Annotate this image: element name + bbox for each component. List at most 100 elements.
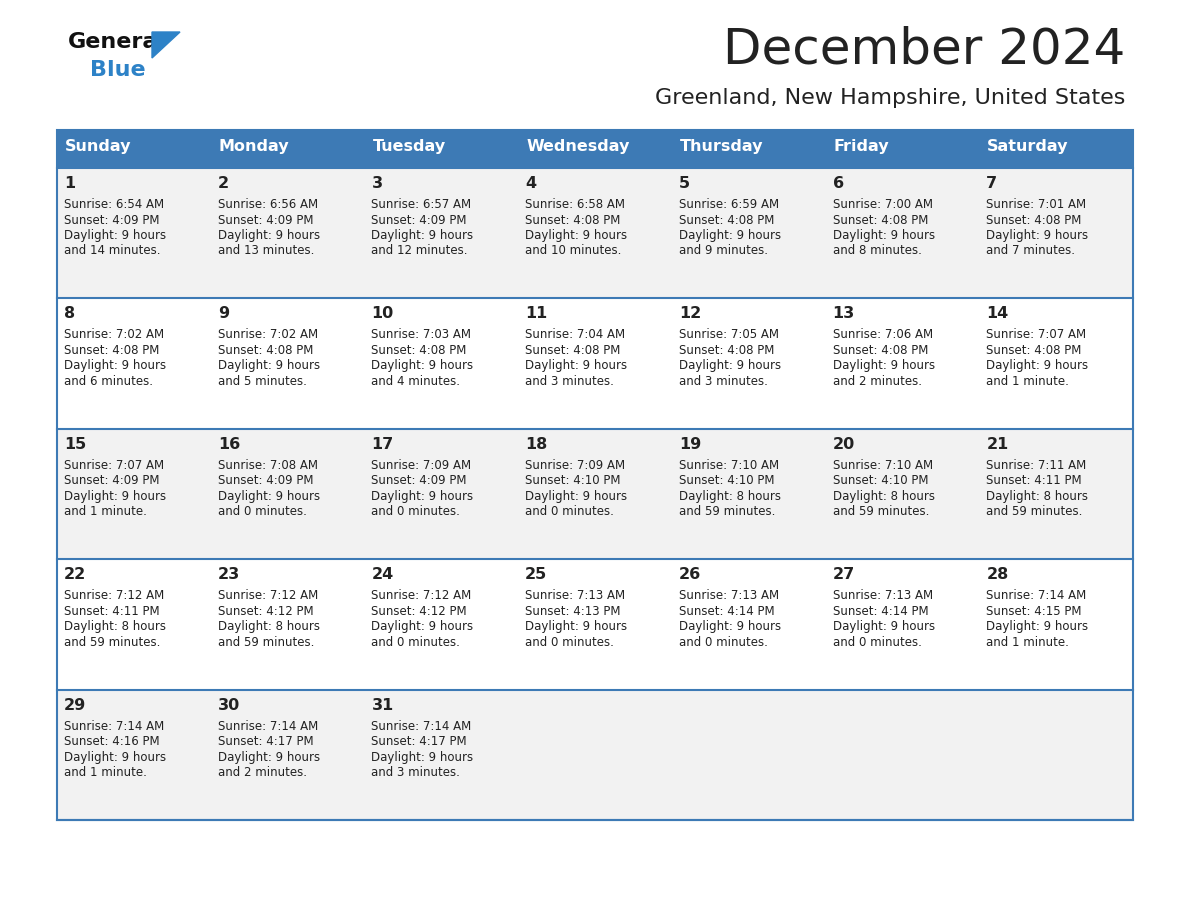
Text: Daylight: 9 hours: Daylight: 9 hours <box>217 490 320 503</box>
Bar <box>57 130 1133 820</box>
Text: Daylight: 9 hours: Daylight: 9 hours <box>678 621 781 633</box>
Text: and 0 minutes.: and 0 minutes. <box>525 505 614 519</box>
Text: 10: 10 <box>372 307 393 321</box>
Text: and 5 minutes.: and 5 minutes. <box>217 375 307 388</box>
Text: Daylight: 9 hours: Daylight: 9 hours <box>833 360 935 373</box>
Text: 28: 28 <box>986 567 1009 582</box>
Text: and 1 minute.: and 1 minute. <box>986 375 1069 388</box>
Text: Sunrise: 7:02 AM: Sunrise: 7:02 AM <box>217 329 318 341</box>
Text: 9: 9 <box>217 307 229 321</box>
Text: Sunrise: 7:00 AM: Sunrise: 7:00 AM <box>833 198 933 211</box>
Text: and 59 minutes.: and 59 minutes. <box>986 505 1082 519</box>
Text: and 8 minutes.: and 8 minutes. <box>833 244 922 258</box>
Text: Sunset: 4:11 PM: Sunset: 4:11 PM <box>986 475 1082 487</box>
Text: Sunset: 4:10 PM: Sunset: 4:10 PM <box>678 475 775 487</box>
Text: Daylight: 8 hours: Daylight: 8 hours <box>986 490 1088 503</box>
Text: Wednesday: Wednesday <box>526 140 630 154</box>
Text: 20: 20 <box>833 437 855 452</box>
Text: Sunset: 4:09 PM: Sunset: 4:09 PM <box>217 475 314 487</box>
Text: Daylight: 9 hours: Daylight: 9 hours <box>986 360 1088 373</box>
Text: Daylight: 9 hours: Daylight: 9 hours <box>64 360 166 373</box>
Text: 12: 12 <box>678 307 701 321</box>
Text: Sunset: 4:12 PM: Sunset: 4:12 PM <box>372 605 467 618</box>
Text: 25: 25 <box>525 567 548 582</box>
Text: Sunset: 4:14 PM: Sunset: 4:14 PM <box>678 605 775 618</box>
Text: Blue: Blue <box>90 60 146 80</box>
Text: Daylight: 9 hours: Daylight: 9 hours <box>217 229 320 242</box>
Text: and 59 minutes.: and 59 minutes. <box>64 635 160 649</box>
Text: Sunrise: 6:58 AM: Sunrise: 6:58 AM <box>525 198 625 211</box>
Bar <box>57 689 1133 820</box>
Text: and 59 minutes.: and 59 minutes. <box>678 505 776 519</box>
Text: 5: 5 <box>678 176 690 191</box>
Text: Sunrise: 7:11 AM: Sunrise: 7:11 AM <box>986 459 1087 472</box>
Text: and 10 minutes.: and 10 minutes. <box>525 244 621 258</box>
Text: Sunrise: 6:59 AM: Sunrise: 6:59 AM <box>678 198 779 211</box>
Text: Sunset: 4:09 PM: Sunset: 4:09 PM <box>64 214 159 227</box>
Text: Sunset: 4:08 PM: Sunset: 4:08 PM <box>833 214 928 227</box>
Text: Sunrise: 7:12 AM: Sunrise: 7:12 AM <box>217 589 318 602</box>
Text: Sunrise: 7:10 AM: Sunrise: 7:10 AM <box>678 459 779 472</box>
Text: 4: 4 <box>525 176 536 191</box>
Text: and 3 minutes.: and 3 minutes. <box>372 767 460 779</box>
Text: Monday: Monday <box>219 140 290 154</box>
Text: Sunrise: 6:56 AM: Sunrise: 6:56 AM <box>217 198 318 211</box>
Text: Sunrise: 7:14 AM: Sunrise: 7:14 AM <box>217 720 318 733</box>
Text: Sunset: 4:08 PM: Sunset: 4:08 PM <box>986 344 1081 357</box>
Text: Sunset: 4:08 PM: Sunset: 4:08 PM <box>217 344 314 357</box>
Text: Daylight: 9 hours: Daylight: 9 hours <box>525 229 627 242</box>
Text: Daylight: 8 hours: Daylight: 8 hours <box>217 621 320 633</box>
Text: Sunrise: 6:54 AM: Sunrise: 6:54 AM <box>64 198 164 211</box>
Text: Sunrise: 6:57 AM: Sunrise: 6:57 AM <box>372 198 472 211</box>
Text: and 1 minute.: and 1 minute. <box>64 505 147 519</box>
Text: Daylight: 9 hours: Daylight: 9 hours <box>525 490 627 503</box>
Text: Daylight: 8 hours: Daylight: 8 hours <box>64 621 166 633</box>
Text: Daylight: 9 hours: Daylight: 9 hours <box>525 360 627 373</box>
Text: Sunset: 4:14 PM: Sunset: 4:14 PM <box>833 605 928 618</box>
Text: and 14 minutes.: and 14 minutes. <box>64 244 160 258</box>
Text: Daylight: 9 hours: Daylight: 9 hours <box>64 490 166 503</box>
Text: and 3 minutes.: and 3 minutes. <box>525 375 614 388</box>
Text: 24: 24 <box>372 567 393 582</box>
Bar <box>57 168 1133 298</box>
Text: 11: 11 <box>525 307 548 321</box>
Text: General: General <box>68 32 166 52</box>
Bar <box>57 130 1133 168</box>
Text: Daylight: 9 hours: Daylight: 9 hours <box>217 360 320 373</box>
Text: Sunset: 4:16 PM: Sunset: 4:16 PM <box>64 735 159 748</box>
Text: Friday: Friday <box>834 140 889 154</box>
Text: 22: 22 <box>64 567 87 582</box>
Text: Sunset: 4:08 PM: Sunset: 4:08 PM <box>678 214 775 227</box>
Text: and 0 minutes.: and 0 minutes. <box>525 635 614 649</box>
Text: Sunrise: 7:14 AM: Sunrise: 7:14 AM <box>64 720 164 733</box>
Text: Daylight: 9 hours: Daylight: 9 hours <box>64 229 166 242</box>
Text: and 0 minutes.: and 0 minutes. <box>217 505 307 519</box>
Text: and 1 minute.: and 1 minute. <box>986 635 1069 649</box>
Text: Sunrise: 7:01 AM: Sunrise: 7:01 AM <box>986 198 1086 211</box>
Text: Sunset: 4:15 PM: Sunset: 4:15 PM <box>986 605 1082 618</box>
Text: 3: 3 <box>372 176 383 191</box>
Text: and 3 minutes.: and 3 minutes. <box>678 375 767 388</box>
Text: Sunrise: 7:03 AM: Sunrise: 7:03 AM <box>372 329 472 341</box>
Text: and 6 minutes.: and 6 minutes. <box>64 375 153 388</box>
Text: Sunset: 4:08 PM: Sunset: 4:08 PM <box>372 344 467 357</box>
Text: Sunrise: 7:14 AM: Sunrise: 7:14 AM <box>986 589 1087 602</box>
Text: Thursday: Thursday <box>680 140 764 154</box>
Text: Sunset: 4:08 PM: Sunset: 4:08 PM <box>833 344 928 357</box>
Text: Sunrise: 7:13 AM: Sunrise: 7:13 AM <box>678 589 779 602</box>
Text: Daylight: 8 hours: Daylight: 8 hours <box>833 490 935 503</box>
Bar <box>57 298 1133 429</box>
Text: 15: 15 <box>64 437 87 452</box>
Text: Sunset: 4:09 PM: Sunset: 4:09 PM <box>64 475 159 487</box>
Text: Daylight: 9 hours: Daylight: 9 hours <box>986 229 1088 242</box>
Text: and 4 minutes.: and 4 minutes. <box>372 375 461 388</box>
Text: and 9 minutes.: and 9 minutes. <box>678 244 767 258</box>
Text: Sunset: 4:09 PM: Sunset: 4:09 PM <box>372 475 467 487</box>
Text: and 7 minutes.: and 7 minutes. <box>986 244 1075 258</box>
Text: 31: 31 <box>372 698 393 712</box>
Text: 16: 16 <box>217 437 240 452</box>
Text: Sunset: 4:10 PM: Sunset: 4:10 PM <box>525 475 620 487</box>
Text: and 12 minutes.: and 12 minutes. <box>372 244 468 258</box>
Text: and 0 minutes.: and 0 minutes. <box>372 505 460 519</box>
Text: Sunset: 4:12 PM: Sunset: 4:12 PM <box>217 605 314 618</box>
